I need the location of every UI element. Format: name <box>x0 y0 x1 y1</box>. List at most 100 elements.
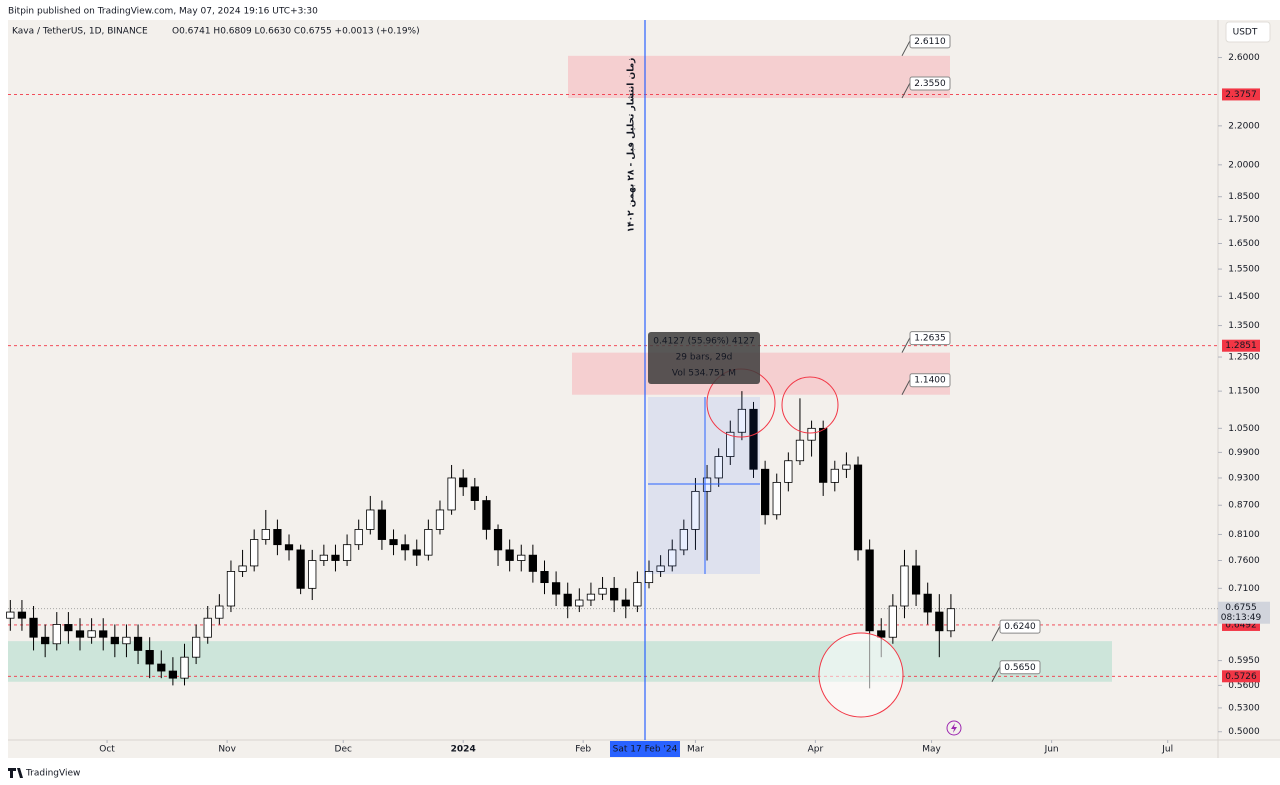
candle-body <box>644 571 654 584</box>
candle-body <box>586 593 596 601</box>
y-tick-label: 0.5600 <box>1228 681 1260 691</box>
candle-body <box>250 539 259 567</box>
candle-body <box>656 565 665 572</box>
candle-body <box>877 630 886 638</box>
callout-pointer <box>901 82 911 99</box>
y-tick-label: 1.0500 <box>1228 424 1260 434</box>
y-tick-label: 2.0000 <box>1228 160 1260 170</box>
candle-body <box>412 549 421 556</box>
candle-body <box>342 544 352 561</box>
callout-label: 1.1400 <box>914 376 946 386</box>
candle-body <box>99 630 108 638</box>
measure-area <box>648 397 760 574</box>
candle-body <box>168 670 178 679</box>
callout-label: 0.6240 <box>1004 622 1036 632</box>
callout-box <box>909 331 951 346</box>
price-badge-label: 1.2851 <box>1225 341 1257 351</box>
candle-body <box>435 509 445 530</box>
candle-body <box>911 565 921 595</box>
candle-body <box>52 624 61 645</box>
measure-line: 29 bars, 29d <box>676 353 733 363</box>
y-tick-label: 1.2500 <box>1228 353 1260 363</box>
countdown: 08:13:49 <box>1221 613 1262 623</box>
x-tick-label: Nov <box>218 745 236 755</box>
callout-box <box>999 619 1041 634</box>
callout-label: 2.3550 <box>914 79 946 89</box>
candle-body <box>830 468 839 483</box>
candle-body <box>563 593 572 607</box>
candle-body <box>621 599 630 607</box>
candle-body <box>366 509 375 530</box>
candle-body <box>203 617 212 638</box>
candle-body <box>238 565 247 572</box>
candle-body <box>122 636 131 645</box>
zone <box>8 641 1112 682</box>
y-tick-label: 0.8100 <box>1228 530 1260 540</box>
candle-body <box>110 636 119 645</box>
x-tick-label: Feb <box>575 745 591 755</box>
callout-pointer <box>901 379 911 395</box>
highlight-circle <box>818 632 904 718</box>
current-price-badge <box>1218 601 1270 624</box>
y-tick-label: 0.8700 <box>1228 501 1260 511</box>
marker-label: Sat 17 Feb '24 <box>613 745 678 755</box>
candle-body <box>470 486 479 501</box>
candle-body <box>87 630 96 638</box>
y-tick-label: 0.9900 <box>1228 448 1260 458</box>
x-tick-label: 2024 <box>451 745 476 755</box>
candle-body <box>215 605 224 619</box>
callout-box <box>909 76 951 91</box>
candle-body <box>772 481 781 516</box>
candle-body <box>459 477 468 488</box>
x-tick-label: Apr <box>808 745 824 755</box>
candle-body <box>157 663 166 672</box>
callout-pointer <box>901 40 911 57</box>
measure-tooltip <box>648 332 760 384</box>
y-tick-label: 0.5300 <box>1228 703 1260 713</box>
candle-body <box>551 582 561 595</box>
candle-body <box>377 509 387 540</box>
candle-body <box>41 636 50 645</box>
y-tick-label: 0.7600 <box>1228 556 1260 566</box>
candle-body <box>296 549 305 589</box>
y-tick-label: 2.6000 <box>1228 53 1260 63</box>
callout-label: 0.5650 <box>1004 663 1036 673</box>
callout-box <box>909 373 951 388</box>
ohlc-legend: O0.6741 H0.6809 L0.6630 C0.6755 +0.0013 … <box>172 27 420 37</box>
callout-box <box>909 34 951 49</box>
y-tick-label: 1.5500 <box>1228 265 1260 275</box>
candle-body <box>180 656 189 679</box>
price-badge-label: 0.5726 <box>1225 672 1257 682</box>
callout-label: 2.6110 <box>914 37 946 47</box>
candle-body <box>145 650 154 665</box>
candle-body <box>64 624 73 632</box>
callout-box <box>999 660 1041 675</box>
candle-body <box>842 464 851 470</box>
candle-body <box>668 549 677 567</box>
candle-body <box>389 539 398 546</box>
price-badge-label: 2.3757 <box>1225 90 1257 100</box>
candle-body <box>714 456 723 479</box>
candle-body <box>273 529 282 546</box>
current-price-label: 0.6755 <box>1225 603 1257 613</box>
candle-body <box>923 593 932 613</box>
lightning-icon <box>951 723 957 733</box>
candle-body <box>505 549 514 561</box>
candle-body <box>447 477 456 511</box>
y-tick-label: 0.5000 <box>1228 727 1260 737</box>
candle-body <box>795 439 805 462</box>
candle-body <box>308 560 317 589</box>
y-tick-label: 2.2000 <box>1228 121 1260 131</box>
candle-body <box>761 468 770 516</box>
currency: USDT <box>1233 28 1258 38</box>
callout-pointer <box>991 666 1001 682</box>
currency-box[interactable] <box>1225 21 1271 43</box>
candle-body <box>528 554 537 572</box>
candle-body <box>261 529 270 540</box>
candle-body <box>226 571 236 607</box>
candle-body <box>610 587 619 601</box>
zone <box>572 352 950 395</box>
lightning-icon[interactable] <box>946 720 962 736</box>
candle-body <box>354 529 363 546</box>
